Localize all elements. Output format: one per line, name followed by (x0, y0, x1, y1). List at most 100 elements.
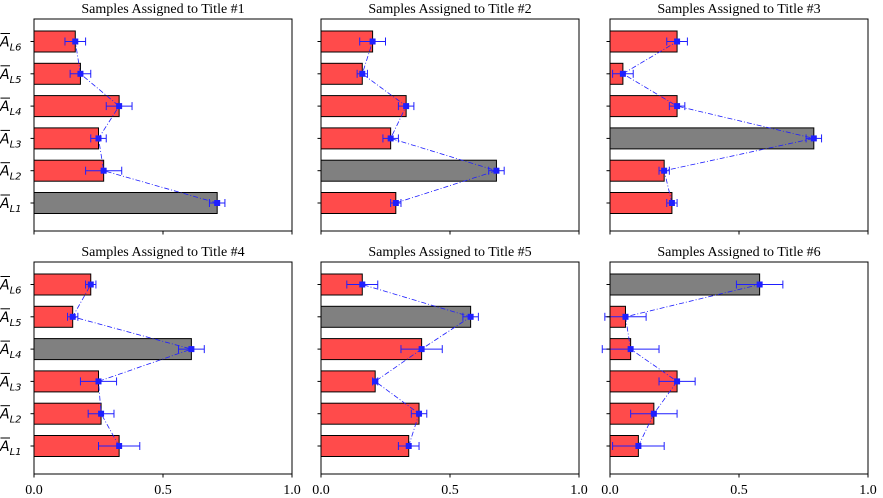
y-tick-label: AL2 (0, 407, 22, 426)
mean-marker-A_L2 (100, 167, 107, 174)
x-tick-label: 0.0 (312, 483, 330, 498)
y-tick-label-sub: L4 (10, 350, 22, 361)
bar-A_L2 (320, 159, 497, 182)
x-tick-label: 1.0 (283, 483, 301, 498)
bar-A_L1 (320, 192, 397, 214)
y-tick-label-base: A (0, 131, 10, 147)
x-tick-label: 0.5 (730, 483, 748, 498)
panel-1: Samples Assigned to Title #1AL1AL2AL3AL4… (0, 2, 293, 235)
panel-3: Samples Assigned to Title #3 (606, 2, 869, 235)
x-tick-label: 0.5 (154, 483, 172, 498)
mean-marker-A_L4 (116, 103, 123, 110)
mean-marker-A_L2 (661, 167, 668, 174)
y-tick-label-sub: L5 (10, 318, 22, 329)
x-tick-label: 1.0 (859, 483, 877, 498)
mean-marker-A_L2 (493, 167, 500, 174)
y-tick-label: AL2 (0, 164, 22, 183)
mean-line (622, 41, 814, 204)
mean-marker-A_L1 (635, 443, 642, 449)
y-tick-label-base: A (0, 342, 10, 358)
mean-marker-A_L1 (214, 200, 221, 206)
mean-marker-A_L2 (416, 410, 423, 417)
x-tick-label: 1.0 (570, 483, 588, 498)
mean-marker-A_L1 (668, 200, 675, 206)
y-tick-label-sub: L5 (10, 75, 22, 86)
y-tick-label: AL5 (0, 67, 22, 86)
mean-line (74, 41, 218, 204)
y-tick-label: AL5 (0, 310, 22, 329)
y-tick-label: AL4 (0, 342, 22, 361)
x-tick-label: 0.5 (441, 483, 459, 498)
mean-marker-A_L4 (403, 103, 410, 110)
bar-A_L3 (320, 370, 376, 393)
mean-marker-A_L3 (95, 135, 102, 142)
panel-title: Samples Assigned to Title #1 (81, 2, 244, 17)
y-tick-label-base: A (0, 374, 10, 390)
mean-line (362, 284, 472, 447)
y-tick-label: AL1 (0, 439, 22, 458)
panel-title: Samples Assigned to Title #4 (81, 245, 244, 260)
y-tick-label: AL1 (0, 196, 22, 215)
mean-marker-A_L3 (95, 378, 102, 385)
y-tick-label: AL6 (0, 278, 22, 297)
y-tick-label-sub: L6 (10, 286, 22, 297)
mean-marker-A_L5 (77, 70, 84, 77)
mean-marker-A_L5 (619, 70, 626, 77)
mean-line (625, 284, 760, 447)
mean-line (72, 284, 193, 447)
y-tick-label: AL3 (0, 374, 22, 393)
mean-marker-A_L3 (810, 135, 817, 142)
y-tick-label-sub: L4 (10, 107, 22, 118)
mean-marker-A_L5 (622, 313, 629, 320)
y-tick-label-base: A (0, 407, 10, 423)
y-tick-label-base: A (0, 310, 10, 326)
y-tick-label-sub: L1 (10, 447, 22, 458)
mean-marker-A_L6 (72, 38, 79, 45)
x-tick-label: 0.0 (601, 483, 619, 498)
panel-4: Samples Assigned to Title #4AL1AL2AL3AL4… (0, 245, 301, 498)
mean-marker-A_L1 (116, 443, 123, 449)
bar-A_L1 (33, 192, 218, 214)
y-tick-label-sub: L1 (10, 204, 22, 215)
y-tick-label-sub: L6 (10, 43, 22, 54)
panel-2: Samples Assigned to Title #2 (317, 2, 580, 235)
bar-A_L2 (320, 402, 420, 425)
bar-A_L5 (320, 305, 472, 328)
bar-A_L4 (320, 95, 407, 118)
panel-title: Samples Assigned to Title #2 (368, 2, 531, 17)
y-tick-label-base: A (0, 35, 10, 51)
x-tick-label: 0.0 (25, 483, 43, 498)
bar-A_L1 (320, 435, 410, 457)
mean-marker-A_L6 (756, 281, 763, 288)
y-tick-label-base: A (0, 99, 10, 115)
bar-A_L5 (320, 62, 363, 85)
mean-marker-A_L6 (359, 281, 366, 288)
mean-marker-A_L5 (467, 313, 474, 320)
mean-marker-A_L5 (69, 313, 76, 320)
y-tick-label-sub: L3 (10, 382, 22, 393)
bar-A_L2 (609, 159, 665, 182)
y-tick-label: AL4 (0, 99, 22, 118)
y-tick-label-sub: L2 (10, 415, 22, 426)
y-tick-label: AL6 (0, 35, 22, 54)
y-tick-label-base: A (0, 67, 10, 83)
mean-marker-A_L6 (87, 281, 94, 288)
mean-marker-A_L3 (387, 135, 394, 142)
bar-A_L1 (609, 192, 673, 214)
bar-A_L6 (33, 273, 92, 296)
panel-title: Samples Assigned to Title #5 (368, 245, 531, 260)
mean-marker-A_L2 (650, 410, 657, 417)
y-tick-label-base: A (0, 439, 10, 455)
mean-marker-A_L4 (674, 103, 681, 110)
y-tick-label-sub: L3 (10, 139, 22, 150)
y-tick-label-base: A (0, 278, 10, 294)
mean-marker-A_L4 (418, 346, 425, 353)
mean-marker-A_L5 (359, 70, 366, 77)
mean-marker-A_L3 (372, 378, 379, 385)
mean-marker-A_L1 (405, 443, 412, 449)
mean-marker-A_L6 (369, 38, 376, 45)
mean-marker-A_L1 (392, 200, 399, 206)
mean-marker-A_L6 (674, 38, 681, 45)
mean-line (361, 41, 498, 204)
mean-marker-A_L4 (627, 346, 634, 353)
